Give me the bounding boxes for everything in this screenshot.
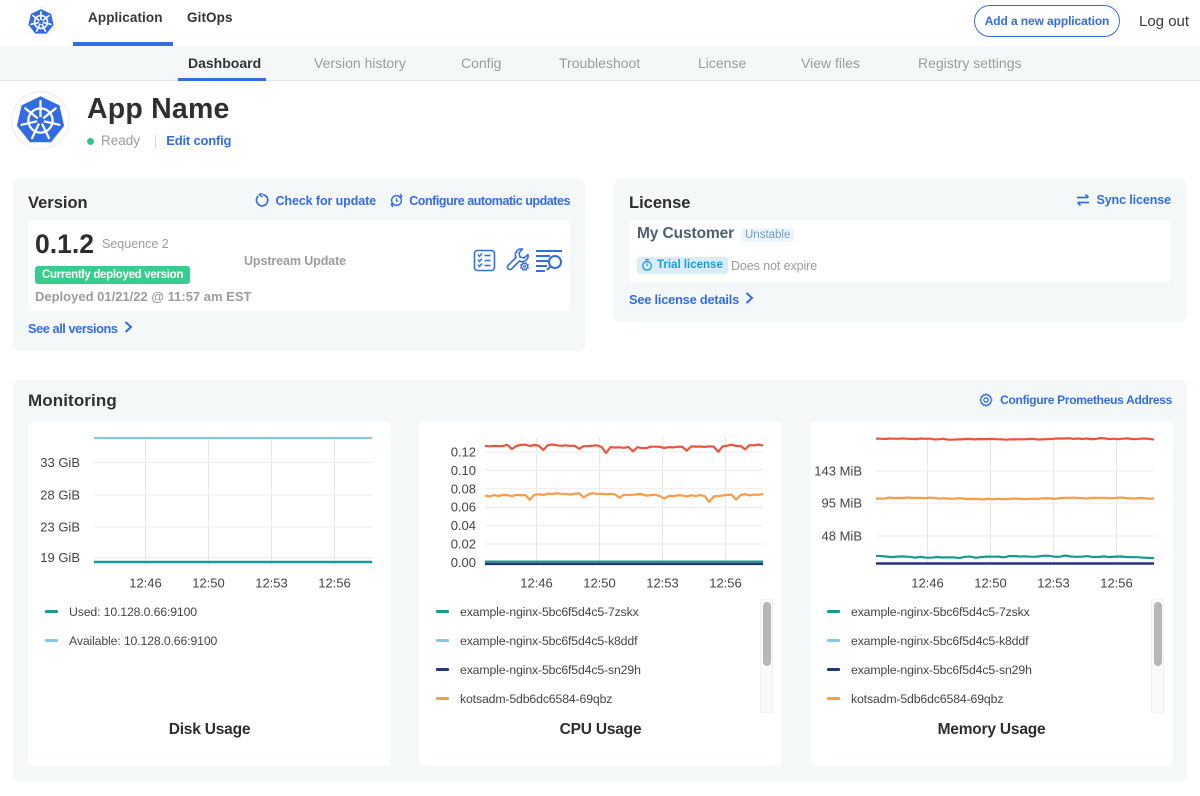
svg-text:95 MiB: 95 MiB — [822, 496, 862, 511]
svg-text:12:56: 12:56 — [1100, 576, 1133, 591]
svg-text:12:53: 12:53 — [255, 576, 288, 591]
svg-text:0.04: 0.04 — [451, 518, 476, 533]
svg-text:33 GiB: 33 GiB — [40, 455, 80, 470]
svg-text:143 MiB: 143 MiB — [814, 464, 862, 479]
svg-text:12:50: 12:50 — [192, 576, 225, 591]
svg-text:0.06: 0.06 — [451, 500, 476, 515]
svg-text:0.02: 0.02 — [451, 537, 476, 552]
svg-text:12:46: 12:46 — [520, 576, 553, 591]
svg-text:0.08: 0.08 — [451, 481, 476, 496]
svg-text:12:50: 12:50 — [974, 576, 1007, 591]
svg-text:12:56: 12:56 — [709, 576, 742, 591]
svg-text:12:50: 12:50 — [583, 576, 616, 591]
svg-text:12:46: 12:46 — [129, 576, 162, 591]
svg-text:12:53: 12:53 — [646, 576, 679, 591]
svg-text:23 GiB: 23 GiB — [40, 520, 80, 535]
svg-text:19 GiB: 19 GiB — [40, 550, 80, 565]
svg-text:0.00: 0.00 — [451, 555, 476, 570]
svg-text:12:56: 12:56 — [318, 576, 351, 591]
svg-text:12:46: 12:46 — [911, 576, 944, 591]
svg-text:12:53: 12:53 — [1037, 576, 1070, 591]
svg-text:48 MiB: 48 MiB — [822, 529, 862, 544]
svg-text:0.10: 0.10 — [451, 463, 476, 478]
svg-text:0.12: 0.12 — [451, 445, 476, 460]
svg-text:28 GiB: 28 GiB — [40, 488, 80, 503]
